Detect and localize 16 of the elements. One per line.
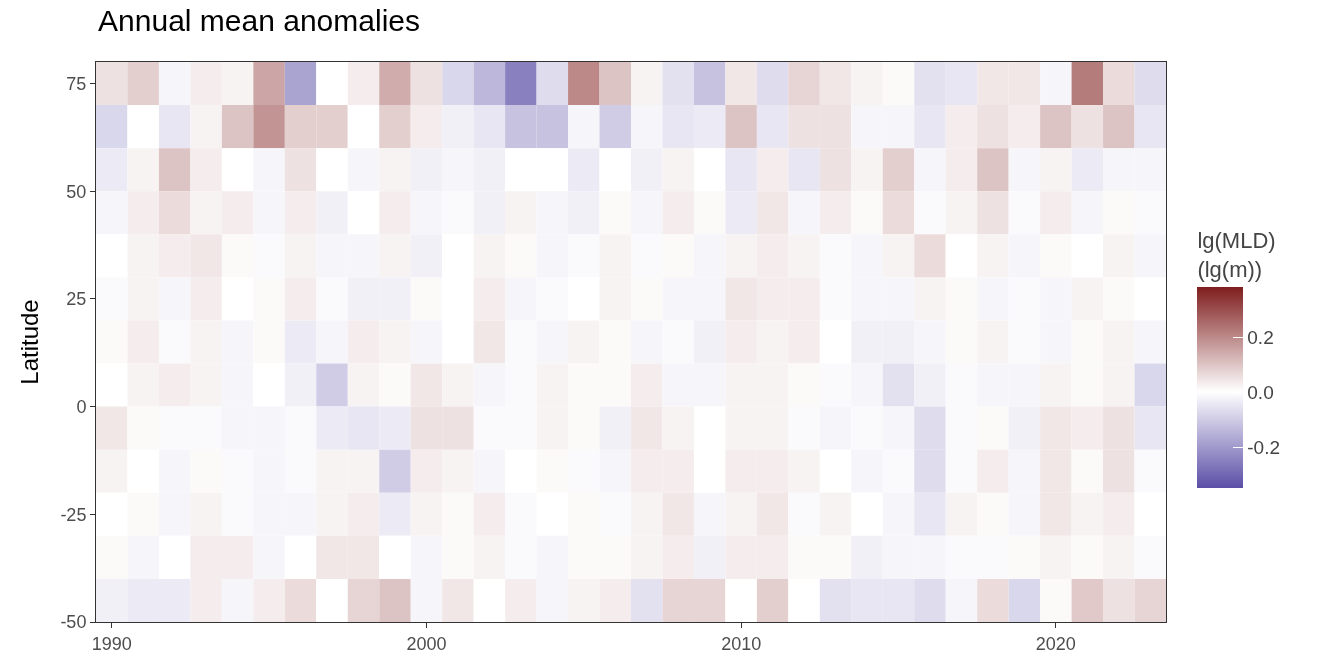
y-tick-label: 50 bbox=[66, 181, 87, 202]
color-bar-title: lg(MLD) (lg(m)) bbox=[1197, 228, 1276, 282]
x-tick-label: 2010 bbox=[721, 633, 762, 654]
y-axis-title: Latitude bbox=[16, 299, 43, 385]
chart-title: Annual mean anomalies bbox=[98, 4, 420, 38]
x-tick-label: 2000 bbox=[406, 633, 447, 654]
y-tick-label: -50 bbox=[60, 612, 87, 633]
color-bar-label: -0.2 bbox=[1247, 437, 1281, 459]
y-tick-label: 25 bbox=[66, 289, 87, 310]
color-bar-label: 0.0 bbox=[1247, 381, 1274, 403]
y-tick-label: 0 bbox=[76, 396, 87, 417]
y-tick-label: 75 bbox=[66, 73, 87, 94]
x-tick-label: 1990 bbox=[91, 633, 132, 654]
color-bar-label: 0.2 bbox=[1247, 326, 1274, 348]
y-tick-label: -25 bbox=[60, 504, 87, 525]
x-tick-label: 2020 bbox=[1035, 633, 1076, 654]
